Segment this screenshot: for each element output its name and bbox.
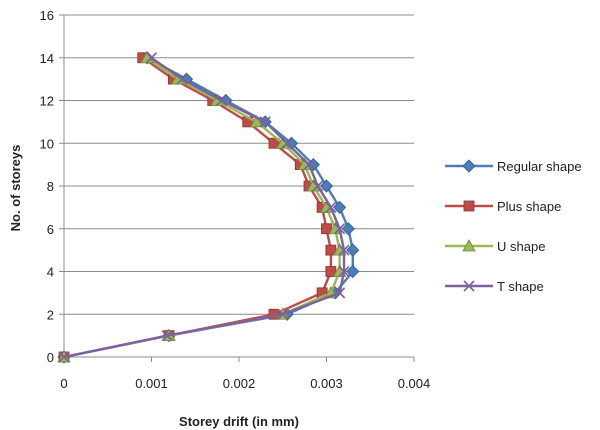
- legend-marker: [462, 239, 476, 252]
- x-axis-title: Storey drift (in mm): [179, 414, 299, 429]
- data-point: [338, 244, 350, 256]
- data-point: [259, 116, 271, 128]
- legend-item: Regular shape: [445, 159, 582, 174]
- data-point: [176, 73, 188, 85]
- y-axis-title: No. of storeys: [8, 145, 23, 232]
- data-point: [319, 179, 334, 193]
- y-tick-label: 12: [40, 94, 54, 109]
- x-tick-label: 0.001: [135, 376, 168, 391]
- data-point: [58, 351, 70, 363]
- legend-marker: [463, 280, 475, 292]
- data-point: [161, 330, 173, 342]
- data-point: [338, 265, 350, 278]
- data-series: [57, 50, 360, 364]
- legend-label: Plus shape: [497, 199, 561, 214]
- legend-item: Plus shape: [445, 199, 561, 214]
- data-point: [281, 137, 293, 149]
- y-tick-label: 4: [47, 265, 54, 280]
- legend-marker: [462, 159, 476, 173]
- data-point: [341, 222, 355, 236]
- data-point: [346, 264, 360, 279]
- data-point: [334, 287, 346, 299]
- legend-marker: [463, 200, 475, 212]
- data-point: [333, 200, 347, 214]
- axes: [59, 14, 415, 362]
- x-tick-label: 0.003: [310, 376, 343, 391]
- series-t-shape: [58, 52, 350, 363]
- data-point: [325, 244, 337, 256]
- data-point: [325, 266, 337, 277]
- data-point: [277, 308, 289, 320]
- data-point: [325, 201, 337, 213]
- gridlines: [64, 14, 414, 315]
- data-point: [303, 159, 315, 171]
- y-tick-label: 0: [47, 350, 54, 365]
- legend-label: U shape: [497, 239, 545, 254]
- x-tick-label: 0: [60, 376, 67, 391]
- y-tick-label: 10: [40, 136, 54, 151]
- data-point: [346, 243, 360, 257]
- legend-label: T shape: [497, 279, 544, 294]
- data-point: [268, 137, 280, 149]
- legend-label: Regular shape: [497, 159, 582, 174]
- y-tick-label: 14: [40, 51, 54, 66]
- tick-labels: 0 2 4 6 8 10 12 14 16 0 0.001 0.002 0.003 0.004: [40, 8, 431, 391]
- y-tick-label: 6: [47, 222, 54, 237]
- legend-item: U shape: [445, 239, 545, 254]
- legend-item: T shape: [445, 279, 544, 294]
- legend: Regular shape Plus shape U shape T shape: [445, 159, 582, 294]
- data-point: [334, 223, 346, 235]
- data-point: [312, 180, 324, 192]
- x-tick-label: 0.004: [398, 376, 431, 391]
- data-point: [249, 115, 264, 128]
- x-tick-label: 0.002: [223, 376, 256, 391]
- data-point: [321, 223, 332, 235]
- y-tick-label: 2: [47, 307, 54, 322]
- data-point: [145, 52, 158, 64]
- data-point: [215, 94, 228, 107]
- y-tick-label: 8: [47, 179, 54, 194]
- y-tick-label: 16: [40, 8, 54, 23]
